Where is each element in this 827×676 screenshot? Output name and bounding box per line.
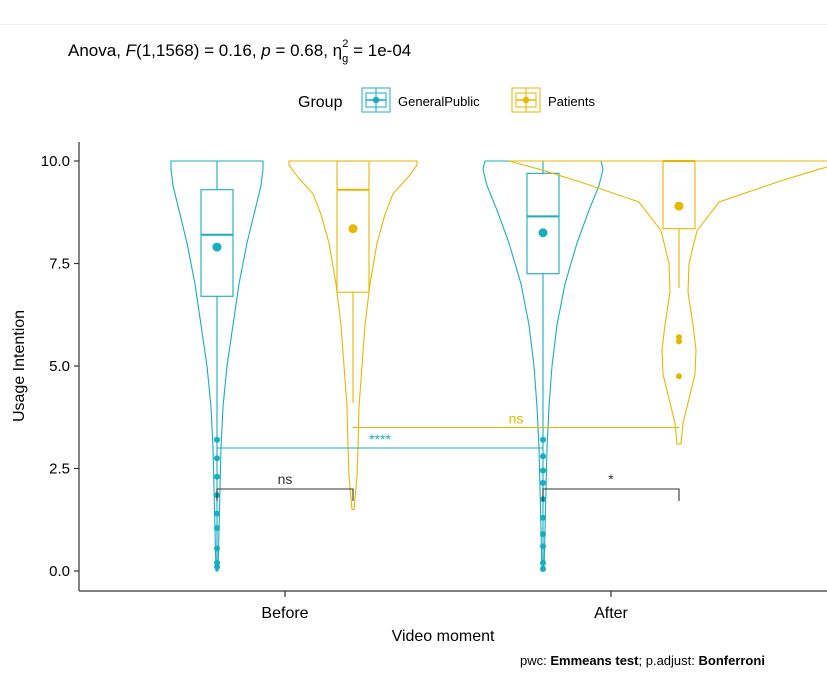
y-tick-label: 10.0 bbox=[41, 153, 70, 170]
x-tick-label: After bbox=[594, 605, 628, 622]
box-patients-before bbox=[336, 160, 370, 293]
top-divider bbox=[0, 24, 827, 25]
y-tick-label: 2.5 bbox=[49, 461, 70, 478]
mean-point-patients-after bbox=[674, 201, 684, 211]
mean-point-patients-before bbox=[348, 224, 358, 234]
outlier-point-generalpublic-before bbox=[214, 563, 220, 570]
legend-label-patients: Patients bbox=[548, 94, 595, 109]
outlier-point-generalpublic-before bbox=[214, 524, 220, 531]
outlier-point-generalpublic-before bbox=[214, 545, 220, 552]
legend: Group GeneralPublic Patients bbox=[298, 87, 595, 113]
bracket-label-after: * bbox=[608, 471, 614, 487]
box-generalpublic-before bbox=[200, 189, 234, 297]
legend-title: Group bbox=[298, 94, 343, 111]
outlier-point-generalpublic-after bbox=[540, 514, 546, 521]
bracket-before bbox=[216, 488, 354, 501]
outlier-point-generalpublic-before bbox=[214, 473, 220, 480]
outlier-point-generalpublic-after bbox=[540, 531, 546, 538]
chart-subtitle: Anova, F(1,1568) = 0.16, p = 0.68, ηg2 =… bbox=[68, 38, 411, 65]
violin-patients-after bbox=[508, 160, 827, 445]
bracket-after bbox=[542, 488, 680, 501]
plot-area: ns *****ns bbox=[170, 160, 827, 572]
comparison-label-generalpublic: **** bbox=[369, 431, 391, 447]
outlier-point-generalpublic-before bbox=[214, 559, 220, 566]
outlier-point-patients-after bbox=[676, 334, 682, 341]
box-patients-after bbox=[662, 160, 696, 230]
y-axis-ticks: 0.0 2.5 5.0 7.5 10.0 bbox=[41, 153, 79, 580]
y-axis-title: Usage Intention bbox=[11, 310, 28, 422]
outlier-point-generalpublic-after bbox=[540, 479, 546, 486]
outlier-point-generalpublic-before bbox=[214, 510, 220, 517]
outlier-point-generalpublic-before bbox=[214, 455, 220, 462]
legend-label-generalpublic: GeneralPublic bbox=[398, 94, 480, 109]
y-tick-label: 0.0 bbox=[49, 563, 70, 580]
mean-point-generalpublic-after bbox=[538, 228, 548, 238]
outlier-point-generalpublic-before bbox=[214, 436, 220, 443]
legend-key-patients bbox=[511, 87, 541, 113]
pairwise-caption: pwc: Emmeans test; p.adjust: Bonferroni bbox=[520, 653, 765, 668]
violin-generalpublic-before bbox=[170, 160, 264, 572]
outlier-point-patients-after bbox=[676, 338, 682, 345]
mean-point-generalpublic-before bbox=[212, 242, 222, 252]
y-tick-label: 7.5 bbox=[49, 256, 70, 273]
outlier-point-generalpublic-after bbox=[540, 543, 546, 550]
legend-key-generalpublic bbox=[361, 87, 391, 113]
x-axis-title: Video moment bbox=[392, 628, 495, 645]
violin-patients-before bbox=[288, 160, 418, 511]
outlier-point-generalpublic-after bbox=[540, 453, 546, 460]
x-axis-ticks: Before After bbox=[261, 591, 629, 622]
violin-generalpublic-after bbox=[482, 160, 604, 572]
comparison-label-patients: ns bbox=[509, 411, 524, 427]
outlier-point-generalpublic-after bbox=[540, 559, 546, 566]
x-tick-label: Before bbox=[261, 605, 308, 622]
y-tick-label: 5.0 bbox=[49, 358, 70, 375]
outlier-point-patients-after bbox=[676, 373, 682, 380]
outlier-point-generalpublic-after bbox=[540, 565, 546, 572]
outlier-point-generalpublic-after bbox=[540, 467, 546, 474]
outlier-point-generalpublic-after bbox=[540, 436, 546, 443]
box-generalpublic-after bbox=[526, 172, 560, 275]
bracket-label-before: ns bbox=[278, 471, 293, 487]
